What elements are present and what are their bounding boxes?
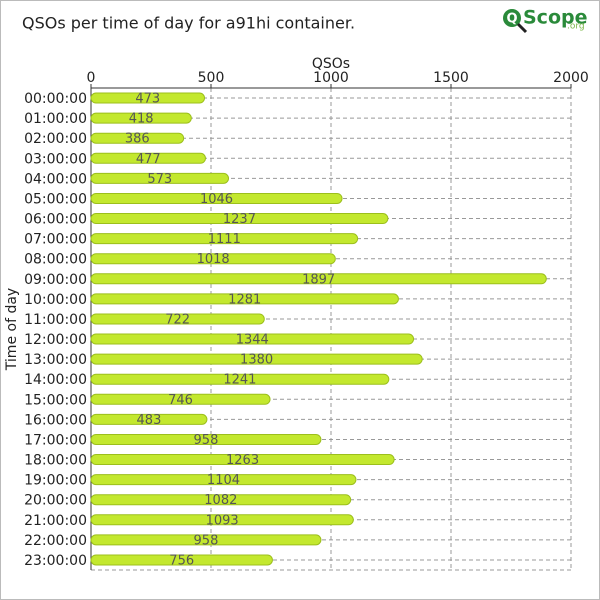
y-tick-label: 04:00:00	[24, 171, 87, 187]
y-tick-label: 15:00:00	[24, 392, 87, 408]
chart-title: QSOs per time of day for a91hi container…	[22, 14, 355, 33]
bar	[90, 474, 357, 486]
y-tick-label: 13:00:00	[24, 352, 87, 368]
y-tick-label: 06:00:00	[24, 212, 87, 228]
bar	[90, 494, 352, 506]
y-tick-label: 05:00:00	[24, 191, 87, 207]
bar	[90, 172, 230, 184]
x-axis-label: QSOs	[312, 56, 350, 72]
value-label: 1093	[206, 513, 239, 528]
bar	[90, 353, 423, 365]
y-tick-label: 09:00:00	[24, 272, 87, 288]
logo-letter: Q	[506, 12, 517, 27]
value-label: 477	[136, 152, 161, 167]
value-label: 386	[125, 132, 150, 147]
value-label: 418	[129, 112, 154, 127]
y-tick-label: 12:00:00	[24, 332, 87, 348]
y-tick-label: 21:00:00	[24, 513, 87, 529]
bar	[90, 152, 206, 164]
bar	[90, 92, 206, 104]
bar	[90, 413, 208, 425]
bar	[90, 454, 395, 466]
bar	[90, 293, 399, 305]
value-label: 1281	[228, 292, 261, 307]
value-label: 1082	[204, 493, 237, 508]
value-label: 958	[194, 533, 219, 548]
bar	[90, 534, 322, 546]
value-label: 746	[168, 393, 193, 408]
value-label: 958	[194, 433, 219, 448]
logo-text: Scope	[523, 7, 588, 29]
bar	[90, 213, 389, 225]
value-label: 1897	[302, 272, 335, 287]
value-label: 1111	[208, 232, 241, 247]
bar	[90, 273, 547, 285]
value-label: 1046	[200, 192, 233, 207]
logo-icon	[516, 22, 528, 34]
value-label: 722	[165, 312, 190, 327]
value-label: 1104	[207, 473, 240, 488]
y-tick-label: 22:00:00	[24, 533, 87, 549]
value-label: 573	[147, 172, 172, 187]
y-tick-label: 16:00:00	[24, 412, 87, 428]
y-tick-label: 14:00:00	[24, 372, 87, 388]
bar	[90, 333, 415, 345]
value-label: 1237	[223, 212, 256, 227]
x-tick-label: 1500	[433, 70, 469, 86]
value-label: 473	[135, 92, 160, 107]
y-tick-label: 17:00:00	[24, 432, 87, 448]
y-tick-label: 07:00:00	[24, 232, 87, 248]
bar	[90, 313, 265, 325]
value-label: 756	[169, 553, 194, 568]
y-tick-label: 10:00:00	[24, 292, 87, 308]
value-label: 1380	[240, 353, 273, 368]
x-tick-label: 0	[87, 70, 96, 86]
bar	[90, 393, 271, 405]
value-label: 1263	[226, 453, 259, 468]
bar	[90, 192, 343, 204]
logo-suffix: .org	[567, 22, 585, 32]
bar	[90, 433, 322, 445]
y-tick-label: 02:00:00	[24, 131, 87, 147]
bar	[90, 514, 354, 526]
value-label: 1018	[197, 252, 230, 267]
value-label: 483	[137, 413, 162, 428]
value-label: 1241	[223, 373, 256, 388]
y-tick-label: 01:00:00	[24, 111, 87, 127]
bar	[90, 554, 273, 566]
bar	[90, 233, 359, 245]
y-tick-label: 20:00:00	[24, 493, 87, 509]
x-tick-label: 1000	[313, 70, 349, 86]
x-tick-label: 2000	[553, 70, 589, 86]
logo-icon	[503, 9, 521, 27]
y-axis-label: Time of day	[4, 288, 20, 371]
y-tick-label: 03:00:00	[24, 151, 87, 167]
y-tick-label: 18:00:00	[24, 453, 87, 469]
bar	[90, 132, 185, 144]
value-label: 1344	[236, 333, 269, 348]
bar	[90, 253, 336, 265]
y-tick-label: 08:00:00	[24, 252, 87, 268]
x-tick-label: 500	[198, 70, 225, 86]
bar	[90, 373, 390, 385]
bar	[90, 112, 192, 124]
y-tick-label: 11:00:00	[24, 312, 87, 328]
y-tick-label: 00:00:00	[24, 91, 87, 107]
y-tick-label: 23:00:00	[24, 553, 87, 569]
y-tick-label: 19:00:00	[24, 473, 87, 489]
logo: Q Scope .org	[503, 7, 588, 34]
